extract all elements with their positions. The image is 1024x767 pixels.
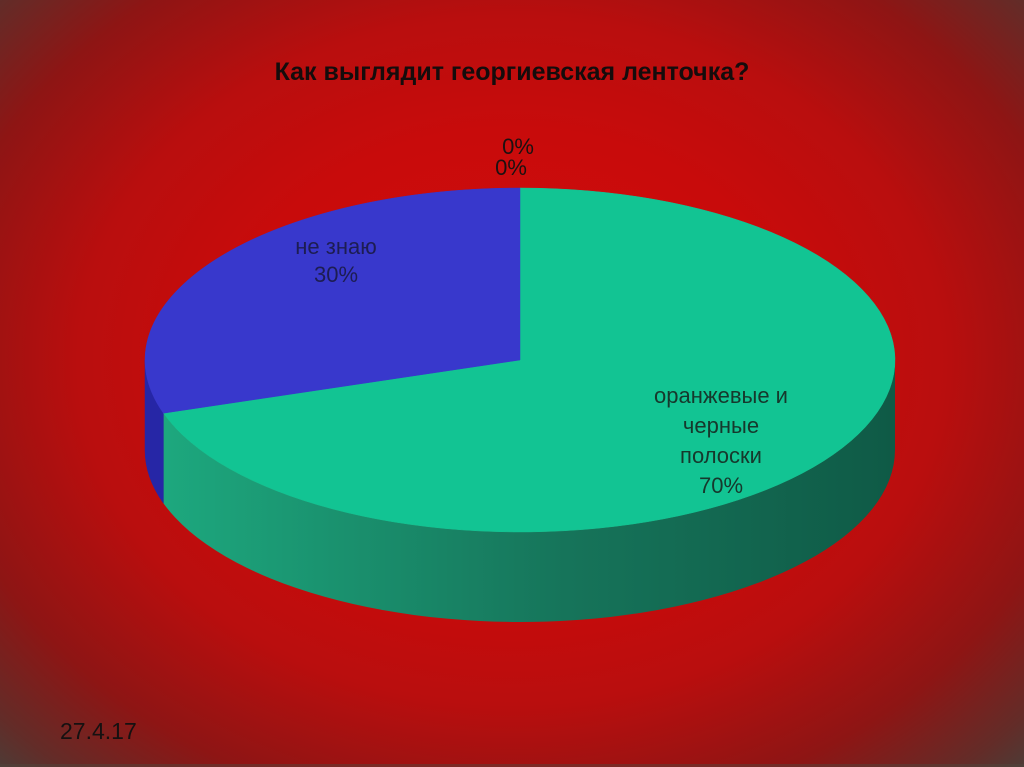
slide-date: 27.4.17 <box>60 718 137 744</box>
label-line: 30% <box>313 262 359 287</box>
label-line: не знаю <box>295 234 377 259</box>
label-line: полоски <box>680 443 762 468</box>
pie-label-zero-1: 0% <box>502 134 534 159</box>
chart-title: Как выглядит георгиевская ленточка? <box>274 58 750 86</box>
pie-slice-label-ne-znayu: не знаю 30% <box>246 233 426 289</box>
pie-slice-label-oranzhevye-polosky: оранжевые и черные полоски 70% <box>611 381 831 501</box>
pie-label-zero-2: 0% <box>495 155 527 180</box>
label-line: оранжевые и <box>654 383 788 408</box>
pie-top-face-group <box>144 187 896 533</box>
label-line: 70% <box>698 473 744 498</box>
pie-slice-3 <box>144 187 521 414</box>
label-line: черные <box>682 413 760 438</box>
pie-slice-side-2 <box>163 360 895 622</box>
pie-slice-2 <box>162 187 896 533</box>
slide-bottom-edge <box>0 764 1024 767</box>
